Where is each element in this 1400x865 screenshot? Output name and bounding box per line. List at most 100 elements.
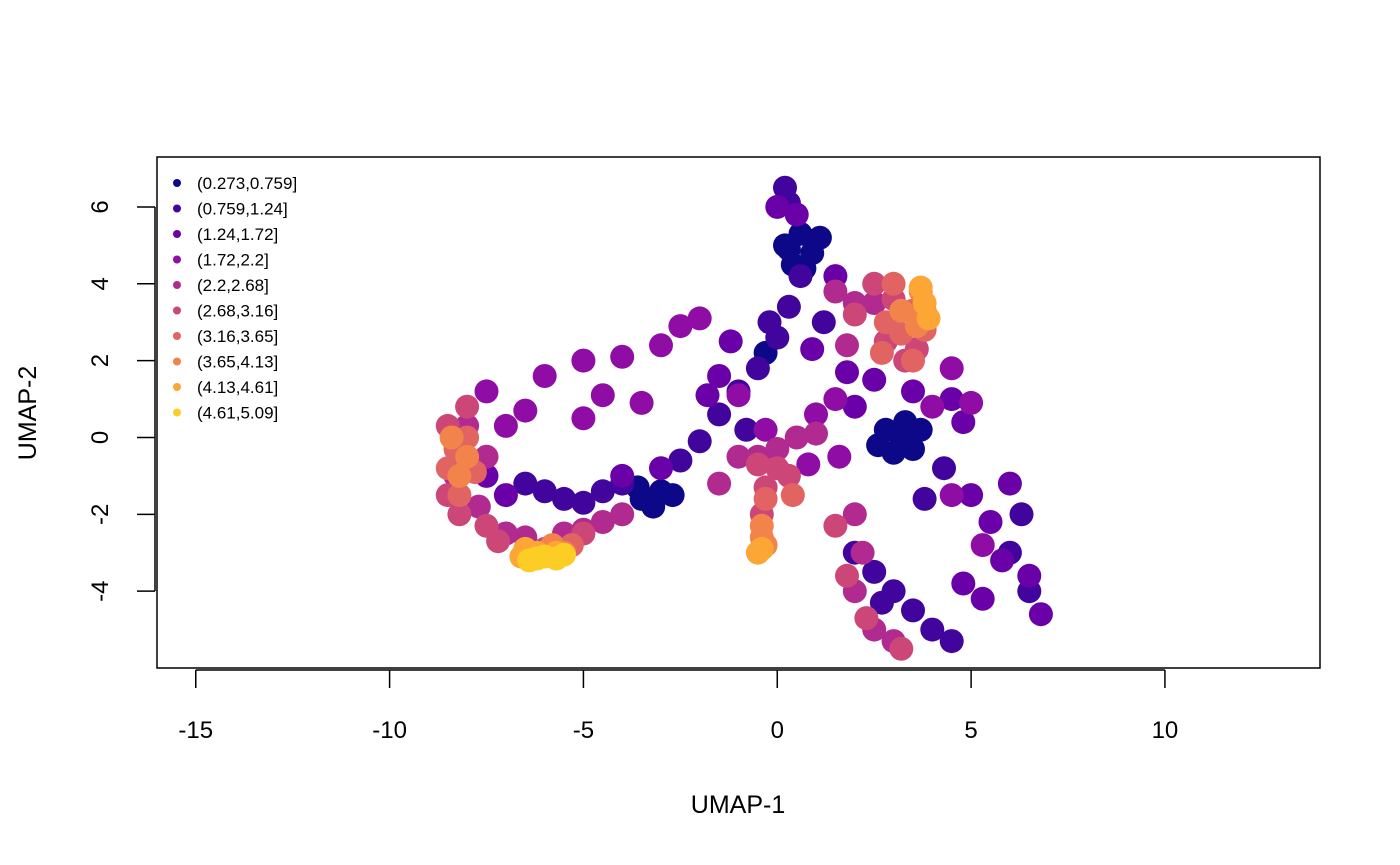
legend: (0.273,0.759] (0.759,1.24] (1.24,1.72] (1.7… [173,174,297,423]
data-point [524,546,549,571]
data-point [932,456,956,481]
data-point [811,310,836,335]
data-point [649,333,673,358]
y-axis: -4 -2 0 2 4 6 [87,200,156,602]
data-point [590,510,615,534]
data-point [862,367,887,392]
data-point [939,629,964,654]
data-point [439,425,464,450]
x-tick-label: 5 [964,717,977,744]
legend-label: (2.68,3.16] [197,302,278,321]
data-point [447,483,472,508]
data-point [842,502,867,527]
data-point [920,394,945,419]
data-point [532,364,557,388]
data-point [788,264,813,289]
data-point [776,294,801,319]
scatter-points [435,175,1053,661]
data-point [881,271,906,296]
data-point [718,329,743,354]
legend-marker [173,281,181,289]
data-point [660,483,685,508]
data-point [668,448,693,473]
data-point [951,571,976,596]
data-point [1009,502,1034,527]
data-point [889,636,914,661]
data-point [687,429,712,454]
data-point [835,563,859,588]
data-point [695,383,720,408]
data-point [978,510,1003,534]
data-point [447,502,472,527]
data-point [970,586,995,611]
data-point [862,559,887,584]
legend-label: (3.65,4.13] [197,353,278,372]
data-point [854,606,879,631]
data-point [641,494,666,519]
data-point [901,437,925,461]
legend-marker [173,230,181,238]
data-point [842,394,867,419]
data-point [823,513,848,538]
legend-marker [173,332,181,340]
legend-marker [173,179,181,187]
data-point [920,617,945,642]
data-point [493,483,518,508]
legend-marker [173,383,181,391]
data-point [455,394,480,419]
data-point [823,387,848,412]
legend-marker [173,357,181,366]
legend-label: (3.16,3.65] [197,327,278,346]
data-point [827,444,852,469]
y-tick-label: 4 [87,277,114,290]
data-point [862,291,887,315]
data-point [474,379,499,404]
data-point [749,536,774,561]
data-point [757,310,782,335]
data-point [959,483,984,508]
data-point [901,379,925,404]
data-point [668,314,693,339]
y-tick-label: -4 [87,580,114,601]
data-point [835,333,859,358]
data-point [997,471,1022,496]
data-point [734,417,759,442]
data-point [455,444,480,469]
data-point [842,302,867,327]
x-tick-label: -5 [573,717,594,744]
data-point [765,194,790,219]
data-point [687,306,712,331]
legend-marker [173,408,181,417]
data-point [745,356,770,381]
x-tick-label: -15 [178,717,213,744]
data-point [649,456,673,481]
data-point [726,444,751,469]
data-point [532,479,557,504]
data-point [765,437,790,461]
data-point [990,548,1015,573]
data-point [513,398,538,423]
data-point [447,463,472,488]
legend-label: (0.273,0.759] [197,174,297,193]
plot-frame [156,156,1321,669]
data-point [493,413,518,438]
legend-label: (4.13,4.61] [197,378,278,397]
y-tick-label: 0 [87,431,114,444]
data-point [869,590,894,615]
data-point [912,486,937,511]
data-point [951,410,976,435]
data-point [552,486,576,511]
data-point [939,483,964,508]
legend-label: (1.72,2.2] [197,251,269,270]
data-point [901,348,925,373]
legend-marker [173,306,181,315]
data-point [796,452,821,477]
data-point [776,237,801,262]
data-point [804,421,828,446]
legend-label: (1.24,1.72] [197,225,278,244]
data-point [939,356,964,381]
data-point [776,463,801,488]
y-tick-label: -2 [87,504,114,525]
y-axis-title: UMAP-2 [14,366,42,460]
data-point [590,479,615,504]
